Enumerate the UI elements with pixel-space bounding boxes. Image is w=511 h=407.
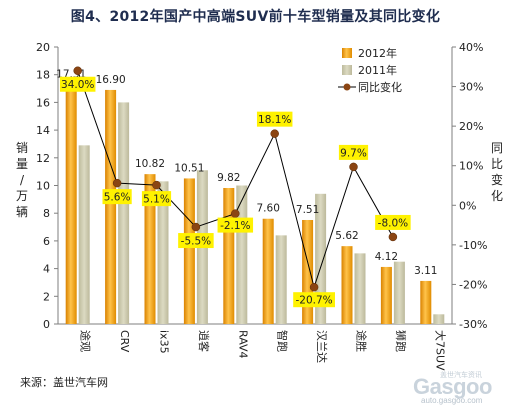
yoy-point xyxy=(112,178,122,188)
yoy-point xyxy=(73,66,82,75)
y-tick-label: 10 xyxy=(36,180,50,193)
bar-2012 xyxy=(262,218,274,324)
y-tick-label: 14 xyxy=(36,124,50,137)
x-tick-label: 智跑 xyxy=(276,330,290,352)
bar-2011 xyxy=(78,145,90,324)
yoy-label: 5.6% xyxy=(104,192,131,204)
y2-tick-label: 0% xyxy=(459,199,476,212)
y2-tick-label: -10% xyxy=(459,239,487,252)
bar-2011 xyxy=(118,102,130,325)
x-tick-label: 途胜 xyxy=(355,330,369,352)
bar-2012 xyxy=(65,84,77,324)
x-tick-label: 逍客 xyxy=(197,330,211,352)
y2-tick-label: 30% xyxy=(459,81,483,94)
bar-value-label: 10.51 xyxy=(174,162,204,174)
watermark-cn: 盖世汽车资讯 xyxy=(440,371,482,379)
y-tick-label: 8 xyxy=(43,207,50,220)
yoy-point xyxy=(152,180,161,190)
bar-2011 xyxy=(393,261,405,324)
x-tick-label: RAV4 xyxy=(236,330,249,359)
yoy-label-bg xyxy=(141,191,172,207)
yoy-label-bg xyxy=(102,189,132,205)
bar-value-label: 7.60 xyxy=(257,203,280,215)
watermark-url: auto.gasgoo.com xyxy=(421,396,483,405)
bar-value-label: 7.51 xyxy=(296,204,319,216)
y2-tick-label: 10% xyxy=(459,160,483,173)
y2-tick-label: 40% xyxy=(459,41,483,54)
bar-value-label: 5.62 xyxy=(335,230,358,242)
bar-2012 xyxy=(420,280,432,324)
watermark-logo: Gasgoo xyxy=(413,374,492,399)
bar-value-label: 3.11 xyxy=(414,265,437,277)
yoy-label: -2.1% xyxy=(220,220,250,232)
yoy-label-bg xyxy=(217,217,254,233)
y2-tick-label: 20% xyxy=(459,120,483,133)
bar-value-label: 16.90 xyxy=(96,74,126,86)
source-note: 来源：盖世汽车网 xyxy=(20,376,108,389)
bar-value-label: 4.12 xyxy=(375,251,398,263)
bar-2011 xyxy=(433,314,445,324)
yoy-label: -8.0% xyxy=(378,217,408,229)
yoy-label: 18.1% xyxy=(258,114,291,126)
y-tick-label: 4 xyxy=(43,263,50,276)
bar-2012 xyxy=(144,174,156,324)
y-axis-left-title: 销量 / 万辆 xyxy=(15,141,28,219)
legend-label-2011: 2011年 xyxy=(358,63,397,77)
bar-2012 xyxy=(380,266,392,324)
yoy-label: -5.5% xyxy=(181,236,211,248)
y-tick-label: 2 xyxy=(43,290,50,303)
bar-2012 xyxy=(183,178,195,324)
legend-swatch-2012 xyxy=(342,48,352,58)
bar-2011 xyxy=(236,185,248,324)
x-tick-label: CRV xyxy=(118,330,131,353)
chart-title: 图4、2012年国产中高端SUV前十车型销量及其同比变化 xyxy=(70,9,441,25)
y-tick-label: 20 xyxy=(36,41,50,54)
bar-2012 xyxy=(105,89,117,324)
y2-tick-label: -20% xyxy=(459,278,487,291)
bar-2011 xyxy=(315,193,327,324)
y2-tick-label: -30% xyxy=(459,318,487,331)
yoy-label-bg xyxy=(338,144,369,160)
yoy-point xyxy=(270,129,279,138)
y-tick-label: 12 xyxy=(36,152,50,165)
bar-2011 xyxy=(275,235,287,324)
x-tick-label: 大7SUV xyxy=(433,330,447,371)
bar-2012 xyxy=(302,219,314,324)
x-tick-label: 狮跑 xyxy=(394,330,408,352)
x-tick-label: ix35 xyxy=(158,330,171,354)
yoy-label-bg xyxy=(59,76,96,92)
legend-marker-yoy xyxy=(343,83,351,91)
yoy-point xyxy=(349,162,358,172)
yoy-point xyxy=(191,222,201,232)
bar-2011 xyxy=(157,181,169,324)
y-tick-label: 18 xyxy=(36,69,50,82)
yoy-label-bg xyxy=(293,292,335,308)
legend-label-yoy: 同比变化 xyxy=(358,80,402,94)
yoy-label: 34.0% xyxy=(61,79,94,91)
yoy-label-bg xyxy=(375,214,411,230)
bar-2011 xyxy=(354,253,366,324)
y-tick-label: 6 xyxy=(43,235,50,248)
yoy-label: 9.7% xyxy=(340,147,367,159)
bar-2012 xyxy=(341,246,353,324)
yoy-point xyxy=(309,282,319,292)
yoy-point xyxy=(388,232,398,242)
yoy-label-bg xyxy=(256,111,293,127)
yoy-label: -20.7% xyxy=(296,295,333,307)
bar-2012 xyxy=(223,187,235,324)
x-tick-label: 汉兰达 xyxy=(315,330,328,363)
bar-value-label: 10.82 xyxy=(135,158,165,170)
yoy-label: 5.1% xyxy=(143,194,170,206)
x-tick-label: 途观 xyxy=(79,330,93,352)
y-axis-right-title: 同比变化 xyxy=(490,141,503,203)
legend-swatch-2011 xyxy=(342,65,352,75)
yoy-point xyxy=(231,209,240,218)
bar-value-label: 9.82 xyxy=(217,172,240,184)
yoy-label-bg xyxy=(178,233,214,249)
legend-label-2012: 2012年 xyxy=(358,46,397,60)
y-tick-label: 0 xyxy=(43,318,50,331)
y-tick-label: 16 xyxy=(36,96,50,109)
